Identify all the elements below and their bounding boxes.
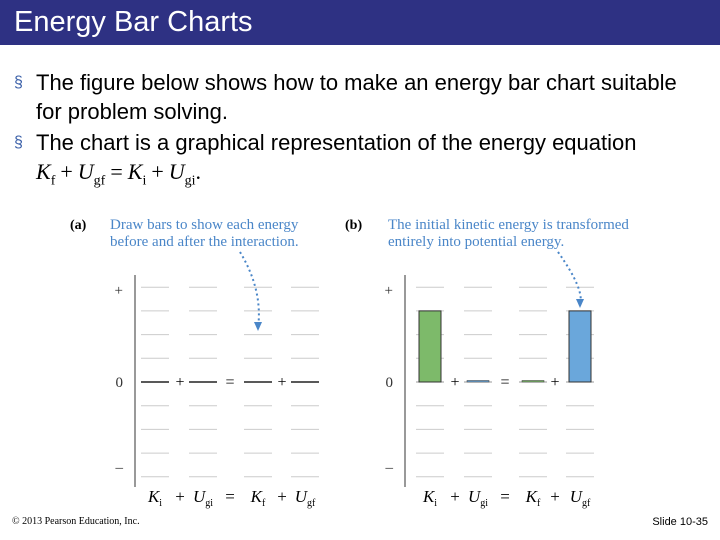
zero-operator: + xyxy=(450,374,459,391)
term-subscript: i xyxy=(159,498,162,509)
term: + xyxy=(277,487,287,506)
pointer-arrow xyxy=(557,251,582,306)
bullet: § The figure below shows how to make an e… xyxy=(14,68,694,126)
equation: Kf + Ugf = Ki + Ugi. xyxy=(36,159,202,188)
equation-subscript: gi xyxy=(184,173,196,189)
equation-symbol: K xyxy=(127,159,143,184)
equation-symbol: U xyxy=(168,159,185,184)
term: Kf xyxy=(250,487,266,509)
energy-bar xyxy=(466,380,490,383)
energy-bar xyxy=(418,310,442,383)
term: + xyxy=(550,487,560,506)
term-subscript: gf xyxy=(582,498,591,509)
bullet-text: The chart is a graphical representation … xyxy=(36,130,637,155)
term-subscript: i xyxy=(434,498,437,509)
axis-label: 0 xyxy=(116,375,124,391)
term-symbol: K xyxy=(250,487,264,506)
axis-label: – xyxy=(115,460,124,476)
term-subscript: f xyxy=(262,498,266,509)
zero-operator: + xyxy=(550,374,559,391)
term: Ki xyxy=(147,487,162,509)
equation-operator: + xyxy=(60,159,73,184)
panel-label: (a) xyxy=(70,218,87,233)
equation-symbol: K xyxy=(36,159,51,184)
equation-operator: = xyxy=(110,159,123,184)
term-subscript: gi xyxy=(205,498,213,509)
term: + xyxy=(450,487,460,506)
energy-bar xyxy=(568,310,592,383)
equation-operator: + xyxy=(151,159,164,184)
term-subscript: gf xyxy=(307,498,316,509)
term-symbol: K xyxy=(525,487,539,506)
bullet-marker: § xyxy=(14,74,23,91)
bullet: § The chart is a graphical representation… xyxy=(14,128,694,195)
title: Energy Bar Charts xyxy=(14,6,253,38)
zero-operator: = xyxy=(225,374,234,391)
panel-caption: entirely into potential energy. xyxy=(388,234,564,250)
equation-subscript: gf xyxy=(93,173,106,189)
term: Ugf xyxy=(295,487,316,509)
term: Ugf xyxy=(570,487,591,509)
term-subscript: gi xyxy=(480,498,488,509)
equation-subscript: i xyxy=(142,173,147,189)
term: = xyxy=(500,487,510,506)
panel-label: (b) xyxy=(345,218,362,233)
term-symbol: K xyxy=(147,487,161,506)
zero-operator: + xyxy=(277,374,286,391)
bullet-text: The figure below shows how to make an en… xyxy=(36,70,677,124)
term-symbol: U xyxy=(193,487,207,506)
equation-operator: . xyxy=(195,159,202,184)
term-symbol: U xyxy=(468,487,482,506)
pointer-arrow xyxy=(239,251,260,329)
term: Kf xyxy=(525,487,541,509)
panel-caption: Draw bars to show each energy xyxy=(110,217,299,233)
zero-operator: = xyxy=(500,374,509,391)
axis-label: + xyxy=(115,283,123,299)
arrow-head xyxy=(254,322,262,331)
axis-label: – xyxy=(385,460,394,476)
bullets: § The figure below shows how to make an e… xyxy=(14,68,694,197)
term: = xyxy=(225,487,235,506)
axis-label: + xyxy=(385,283,393,299)
panel-caption: The initial kinetic energy is transforme… xyxy=(388,217,629,233)
equation-subscript: f xyxy=(50,173,56,189)
axis-label: 0 xyxy=(386,375,394,391)
panel-caption: before and after the interaction. xyxy=(110,234,299,250)
slide-number: Slide 10-35 xyxy=(652,516,708,528)
term-subscript: f xyxy=(537,498,541,509)
term: Ki xyxy=(422,487,437,509)
energy-bar xyxy=(521,380,545,383)
bullet-marker: § xyxy=(14,134,23,151)
term: Ugi xyxy=(468,487,488,509)
equation-symbol: U xyxy=(77,159,94,184)
arrow-head xyxy=(576,299,584,308)
term: + xyxy=(175,487,185,506)
term-symbol: K xyxy=(422,487,436,506)
term-symbol: U xyxy=(295,487,309,506)
copyright: © 2013 Pearson Education, Inc. xyxy=(12,516,140,527)
term-symbol: U xyxy=(570,487,584,506)
zero-operator: + xyxy=(175,374,184,391)
title-bar: Energy Bar Charts xyxy=(0,0,720,45)
term: Ugi xyxy=(193,487,213,509)
